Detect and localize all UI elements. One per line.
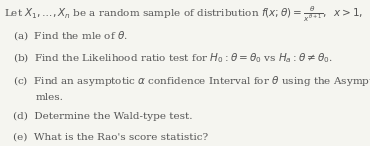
Text: (c)  Find an asymptotic $\alpha$ confidence Interval for $\theta$ using the Asym: (c) Find an asymptotic $\alpha$ confiden… xyxy=(13,74,370,88)
Text: (e)  What is the Rao's score statistic?: (e) What is the Rao's score statistic? xyxy=(13,132,208,141)
Text: (b)  Find the Likelihood ratio test for $H_0 : \theta = \theta_0$ vs $H_a : \the: (b) Find the Likelihood ratio test for $… xyxy=(13,52,333,65)
Text: Let $X_1, \ldots, X_n$ be a random sample of distribution $f(x;\theta) = \frac{\: Let $X_1, \ldots, X_n$ be a random sampl… xyxy=(4,4,370,24)
Text: mles.: mles. xyxy=(35,93,63,102)
Text: (a)  Find the mle of $\theta$.: (a) Find the mle of $\theta$. xyxy=(13,29,128,42)
Text: (d)  Determine the Wald-type test.: (d) Determine the Wald-type test. xyxy=(13,112,192,121)
